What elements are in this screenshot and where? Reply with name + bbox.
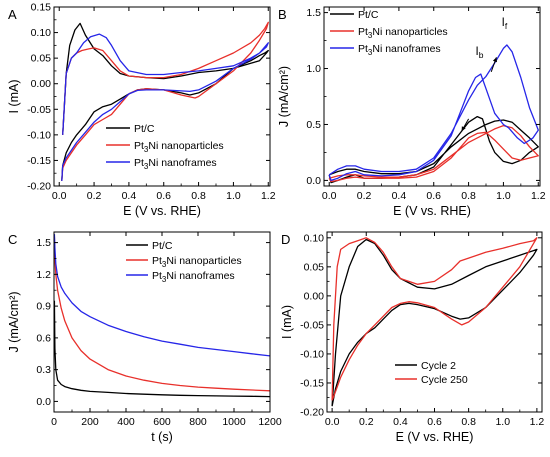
x-tick-label: 0.2 [357, 190, 372, 202]
series-line-a-1 [61, 21, 269, 181]
y-tick-label: -0.15 [27, 155, 51, 167]
series-line-c-1 [54, 237, 270, 392]
y-tick-label: -0.05 [27, 104, 51, 116]
x-tick-label: 1.0 [226, 190, 241, 202]
y-tick-label: 0.3 [36, 364, 51, 376]
panel-label: C [8, 232, 17, 247]
y-tick-label: -0.20 [27, 181, 51, 193]
y-tick-label: 0.10 [304, 232, 325, 244]
x-tick-label: 400 [117, 416, 135, 428]
y-tick-label: -0.10 [27, 129, 51, 141]
panel-d: 0.0 0.2 0.4 0.6 0.8 1.0 1.2 -0.20 -0.15 -0.10 -0.0… [280, 231, 545, 444]
x-tick-label: 0.2 [87, 190, 102, 202]
arrow-head [492, 57, 497, 63]
x-tick-label: 1.0 [496, 190, 511, 202]
legend-entry: Pt3Ni nanoframes [358, 43, 441, 57]
y-tick-label: 1.5 [36, 237, 51, 249]
y-tick-label: -0.20 [300, 407, 324, 419]
legend-entry: Pt/C [134, 123, 155, 135]
y-tick-label: -0.05 [300, 319, 324, 331]
series-line-b-1 [328, 124, 539, 183]
x-tick-label: 0.0 [322, 190, 337, 202]
x-tick-label: 1200 [258, 416, 282, 428]
x-tick-label: 1.0 [495, 416, 510, 428]
legend-entry: Pt3Ni nanoparticles [358, 26, 448, 40]
y-axis-label: I (mA) [7, 79, 21, 113]
series-line-a-0 [61, 22, 269, 181]
x-tick-label: 1000 [222, 416, 246, 428]
x-axis-label: E (V vs. RHE) [393, 204, 471, 218]
peak-annotation: Ib [476, 46, 484, 60]
panel-b: 0.0 0.2 0.4 0.6 0.8 1.0 1.2 0.0 0.5 1.0 1.5 E (V vs… [277, 6, 546, 218]
x-axis-label: E (V vs. RHE) [396, 430, 474, 444]
panel-label: D [281, 232, 290, 247]
y-tick-label: 0.5 [306, 119, 321, 131]
legend-entry: Pt/C [358, 9, 379, 21]
legend-entry: Pt/C [152, 240, 173, 252]
y-tick-label: 0.15 [31, 2, 52, 14]
y-tick-label: -0.15 [300, 377, 324, 389]
y-tick-label: 0.0 [306, 175, 321, 187]
panel-a: 0.0 0.2 0.4 0.6 0.8 1.0 1.2 -0.20 -0.15 -0.10 -0.0… [7, 2, 276, 219]
x-tick-label: 0.8 [461, 190, 476, 202]
legend-entry: Cycle 250 [421, 374, 468, 386]
x-tick-label: 0.8 [461, 416, 476, 428]
y-tick-label: 1.0 [306, 63, 321, 75]
x-axis-label: t (s) [151, 430, 173, 444]
x-tick-label: 1.2 [530, 416, 545, 428]
y-tick-label: 0.00 [31, 78, 52, 90]
y-tick-label: 0.9 [36, 301, 51, 313]
x-tick-label: 200 [81, 416, 99, 428]
x-tick-label: 0.8 [191, 190, 206, 202]
y-tick-label: 1.2 [36, 269, 51, 281]
y-tick-label: 0.00 [304, 290, 325, 302]
panel-c: 0 200 400 600 800 1000 1200 0.0 0.3 0.6 0.9 1.2 1.5 t… [7, 231, 282, 444]
x-tick-label: 0.6 [426, 190, 441, 202]
legend-entry: Pt3Ni nanoparticles [152, 255, 242, 269]
legend-entry: Pt3Ni nanoframes [134, 157, 217, 171]
x-tick-label: 0 [51, 416, 57, 428]
y-axis-label: I (mA) [280, 305, 294, 339]
series-line-a-2 [61, 33, 269, 181]
x-axis-label: E (V vs. RHE) [123, 204, 201, 218]
x-tick-label: 0.4 [393, 416, 408, 428]
x-tick-label: 0.6 [427, 416, 442, 428]
x-tick-label: 1.2 [261, 190, 276, 202]
y-tick-label: 0.0 [36, 396, 51, 408]
peak-annotation: If [502, 17, 508, 31]
x-tick-label: 0.0 [52, 190, 67, 202]
x-tick-label: 800 [189, 416, 207, 428]
y-axis-label: J (mA/cm²) [7, 291, 21, 352]
y-tick-label: 0.10 [31, 27, 52, 39]
y-axis-label: J (mA/cm²) [277, 66, 291, 127]
x-tick-label: 1.2 [531, 190, 546, 202]
x-tick-label: 600 [153, 416, 171, 428]
arrow-head [461, 126, 466, 132]
x-tick-label: 0.4 [122, 190, 137, 202]
legend-entry: Pt3Ni nanoparticles [134, 140, 224, 154]
y-tick-label: 0.05 [31, 53, 52, 65]
x-tick-label: 0.2 [359, 416, 374, 428]
series-line-b-2 [328, 44, 539, 182]
series-line-c-2 [54, 234, 270, 357]
series-line-c-0 [54, 300, 270, 398]
panel-label: A [8, 7, 17, 22]
series-line-d-1 [331, 237, 538, 401]
y-tick-label: 0.05 [304, 261, 325, 273]
y-tick-label: 1.5 [306, 7, 321, 19]
legend-entry: Pt3Ni nanoframes [152, 270, 235, 284]
series-line-d-0 [331, 238, 538, 407]
x-tick-label: 0.4 [392, 190, 407, 202]
x-tick-label: 0.0 [325, 416, 340, 428]
y-tick-label: 0.6 [36, 332, 51, 344]
legend-entry: Cycle 2 [421, 360, 456, 372]
panel-label: B [278, 7, 287, 22]
y-tick-label: -0.10 [300, 348, 324, 360]
x-tick-label: 0.6 [156, 190, 171, 202]
